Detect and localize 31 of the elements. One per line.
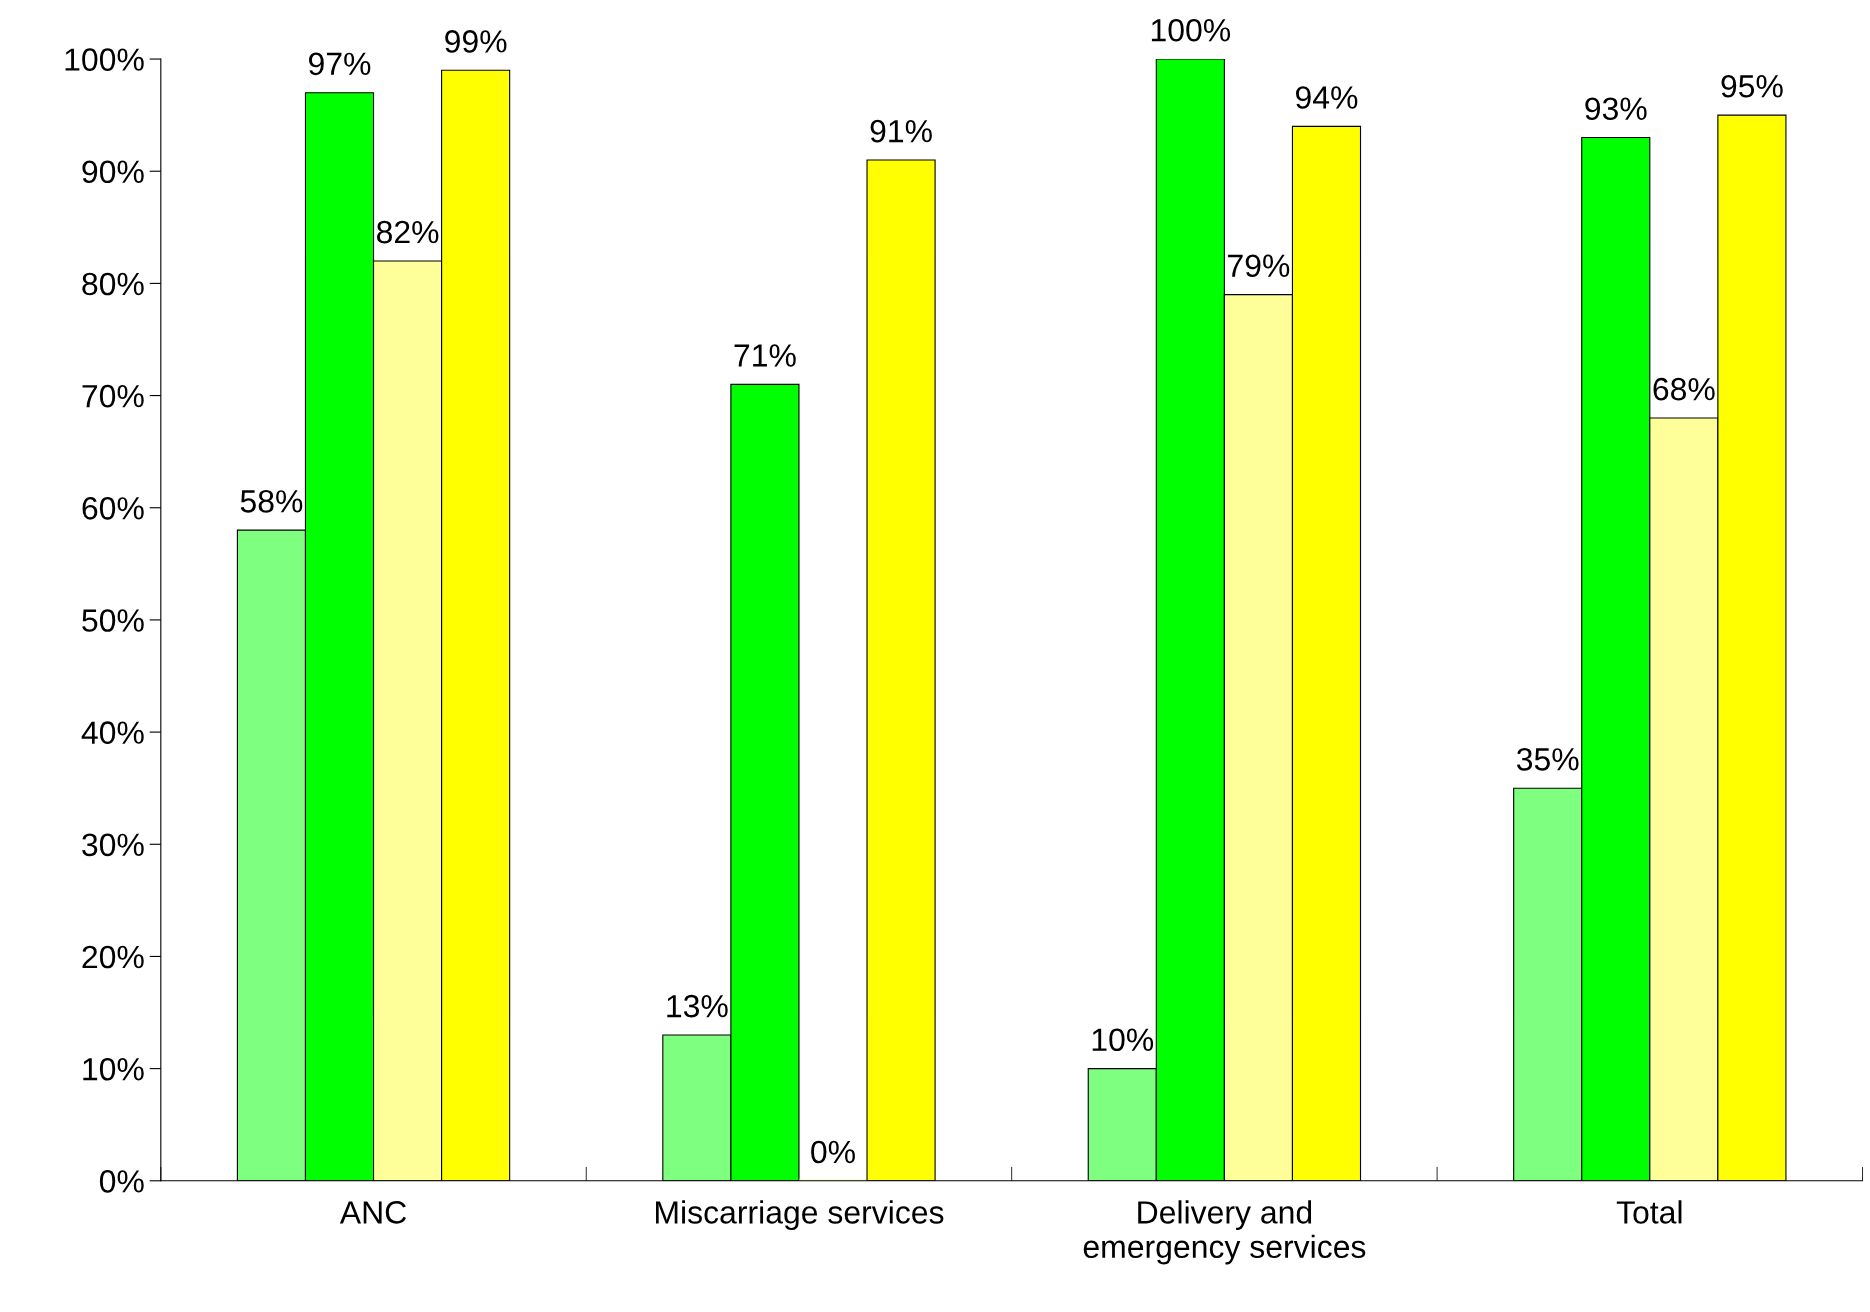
data-label: 82% <box>376 220 439 244</box>
x-tick-label: ANC <box>339 1201 407 1224</box>
data-label: 94% <box>1296 86 1358 109</box>
data-label: 13% <box>667 994 728 1018</box>
data-label: 10% <box>1092 1028 1154 1052</box>
data-label: 100% <box>1151 18 1231 42</box>
y-tick-label: 0% <box>99 1170 144 1193</box>
y-tick-label: 60% <box>82 497 144 520</box>
x-tick-label: Total <box>1616 1200 1682 1224</box>
data-label: 58% <box>240 490 303 513</box>
data-label: 99% <box>445 30 507 53</box>
data-label: 95% <box>1721 74 1783 98</box>
data-label: 71% <box>734 344 796 367</box>
data-label: 91% <box>870 119 932 143</box>
x-tick-label: Delivery and emergency services <box>1083 1200 1366 1265</box>
y-tick-label: 80% <box>82 272 144 296</box>
y-tick-label: 50% <box>82 609 144 632</box>
data-label: 68% <box>1653 377 1715 401</box>
data-label: 0% <box>811 1140 855 1164</box>
x-tick-label: Miscarriage services <box>656 1200 944 1231</box>
data-label: 97% <box>309 52 371 76</box>
y-tick-label: 100% <box>65 48 144 71</box>
y-tick-label: 40% <box>81 721 144 744</box>
y-tick-label: 70% <box>82 384 144 408</box>
data-label: 79% <box>1228 254 1290 278</box>
y-tick-label: 90% <box>82 160 144 184</box>
y-tick-label: 20% <box>82 945 144 969</box>
y-tick-label: 30% <box>82 833 144 857</box>
data-label: 93% <box>1585 97 1647 121</box>
data-label: 35% <box>1516 748 1579 771</box>
y-tick-label: 10% <box>83 1057 144 1081</box>
